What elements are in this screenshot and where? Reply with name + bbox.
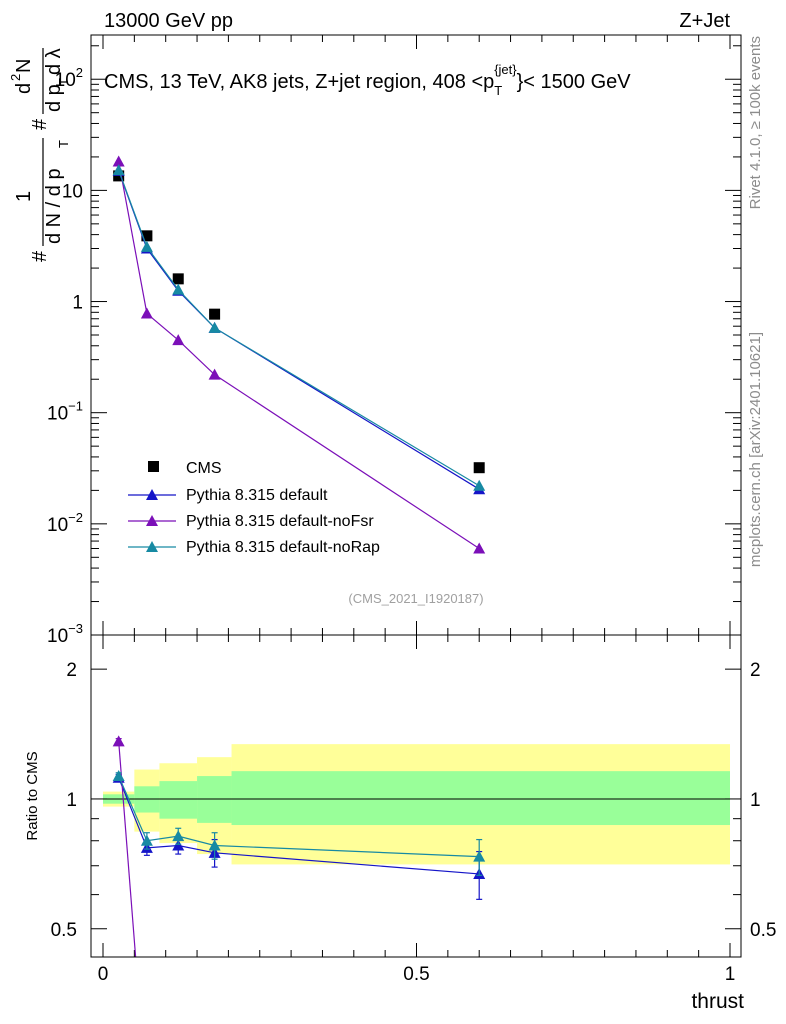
default-line (118, 170, 480, 490)
cms-data-point (141, 230, 153, 242)
default-ratio-marker (172, 839, 185, 851)
main-y-tick-label: 10−1 (47, 399, 83, 425)
ratio-series-group (112, 735, 486, 958)
noFsr-marker (112, 155, 125, 167)
noRap-marker (473, 479, 486, 491)
y-title-frac2-den-sub: T (56, 78, 71, 86)
ratio-y-tick-label-right: 2 (750, 660, 761, 681)
noRap-ratio-marker (473, 850, 486, 862)
noFsr-marker (208, 368, 221, 380)
legend-marker-nofsr (146, 515, 158, 526)
noRap-ratio-marker (140, 834, 153, 846)
main-series-group (112, 155, 486, 554)
ratio-panel-frame (90, 634, 742, 958)
noFsr-marker (172, 334, 185, 346)
cms-data-point (209, 308, 221, 320)
legend-marker-cms (148, 461, 159, 472)
cms-data-point (113, 170, 125, 182)
ratio-y-tick-label-right: 1 (750, 790, 761, 811)
title-text-after: }< 1500 GeV (517, 71, 632, 93)
noFsr-ratio-marker (112, 735, 125, 747)
noRap-marker (112, 164, 125, 176)
main-y-tick-label: 1 (72, 293, 83, 314)
ratio-y-tick-label-left: 2 (66, 660, 77, 681)
y-title-hash-2: # (29, 118, 51, 130)
cms-data-point (172, 273, 184, 285)
ratio-y-tick-label-left: 1 (66, 790, 77, 811)
ratio-axis-ticks (91, 635, 741, 957)
legend-label-default: Pythia 8.315 default (186, 487, 328, 504)
y-title-frac1-den-sub: T (56, 140, 71, 148)
ratio-y-tick-label-right: 0.5 (750, 920, 776, 941)
ratio-band-green (159, 781, 198, 819)
y-title-frac1-den: d N / d p (43, 168, 65, 244)
y-title-frac2-num-exp: 2 (8, 74, 23, 81)
tick-exponent: −1 (68, 399, 83, 414)
ratio-panel: 0.5 0.51 12 2 0 0.5 1 Ratio to CMS thrust (24, 634, 777, 1013)
x-axis-title: thrust (691, 990, 744, 1013)
noRap-marker (208, 321, 221, 333)
main-axis-ticks (91, 35, 741, 636)
ratio-band-green (197, 776, 232, 823)
tick-base: 10 (47, 626, 68, 647)
mcplots-reference-label: mcplots.cern.ch [arXiv:2401.10621] (747, 332, 764, 567)
tick-base: 10 (47, 515, 68, 536)
tick-base: 10 (47, 404, 68, 425)
ratio-x-tick-label: 1 (725, 964, 736, 985)
y-title-frac2-num-N: N (13, 59, 35, 73)
ratio-x-tick-label: 0.5 (403, 964, 429, 985)
tick-base: 10 (55, 70, 76, 91)
chart-title: CMS, 13 TeV, AK8 jets, Z+jet region, 408… (104, 62, 631, 98)
legend-label-norap: Pythia 8.315 default-noRap (186, 539, 380, 556)
noRap-marker (172, 283, 185, 295)
noRap-ratio-marker (208, 839, 221, 851)
legend-marker-default (146, 489, 158, 500)
legend: CMS Pythia 8.315 default Pythia 8.315 de… (128, 460, 380, 556)
noRap-line (118, 169, 480, 487)
main-y-axis-title: # 1 d N / d p T # d 2 N d p T d λ (8, 48, 71, 262)
tick-exponent: −3 (68, 621, 83, 636)
main-y-tick-label: 102 (55, 65, 83, 91)
header-process-label: Z+Jet (679, 10, 730, 32)
title-text-before: CMS, 13 TeV, AK8 jets, Z+jet region, 408… (104, 71, 494, 93)
main-y-tick-label: 10−3 (47, 621, 83, 647)
title-sup: {jet} (494, 62, 517, 77)
cms-data-point (473, 462, 485, 474)
noRap-marker (140, 240, 153, 252)
header-energy-label: 13000 GeV pp (104, 10, 233, 32)
main-y-tick-label: 10 (62, 181, 83, 202)
noRap-ratio-marker (112, 770, 125, 782)
main-y-tick-label: 10−2 (47, 510, 83, 536)
ratio-y-axis-title: Ratio to CMS (24, 751, 41, 840)
title-sub: T (494, 83, 502, 98)
y-title-hash-1: # (29, 250, 51, 262)
ratio-band-green (231, 771, 730, 826)
y-title-frac1-num: 1 (13, 191, 35, 202)
legend-label-cms: CMS (186, 460, 222, 477)
y-title-frac2-den-dl: d λ (43, 48, 65, 75)
ratio-y-tick-label-left: 0.5 (51, 920, 77, 941)
ratio-y-tick-labels: 0.5 0.5 1 1 2 2 (51, 660, 777, 941)
y-title-frac2-num-d: d (13, 83, 35, 94)
noFsr-ratio-line (118, 741, 137, 958)
y-title-frac2-den-dp: d p (43, 84, 65, 112)
legend-label-nofsr: Pythia 8.315 default-noFsr (186, 513, 374, 530)
ratio-x-tick-labels: 0 0.5 1 (98, 964, 736, 985)
noFsr-marker (140, 307, 153, 319)
rivet-version-label: Rivet 4.1.0, ≥ 100k events (747, 36, 764, 209)
analysis-watermark: (CMS_2021_I1920187) (348, 591, 483, 606)
tick-exponent: 2 (76, 65, 83, 80)
legend-marker-norap (146, 541, 158, 552)
ratio-uncertainty-bands (103, 744, 730, 865)
tick-exponent: −2 (68, 510, 83, 525)
noRap-ratio-marker (172, 830, 185, 842)
ratio-x-tick-label: 0 (98, 964, 109, 985)
noFsr-marker (473, 542, 486, 554)
